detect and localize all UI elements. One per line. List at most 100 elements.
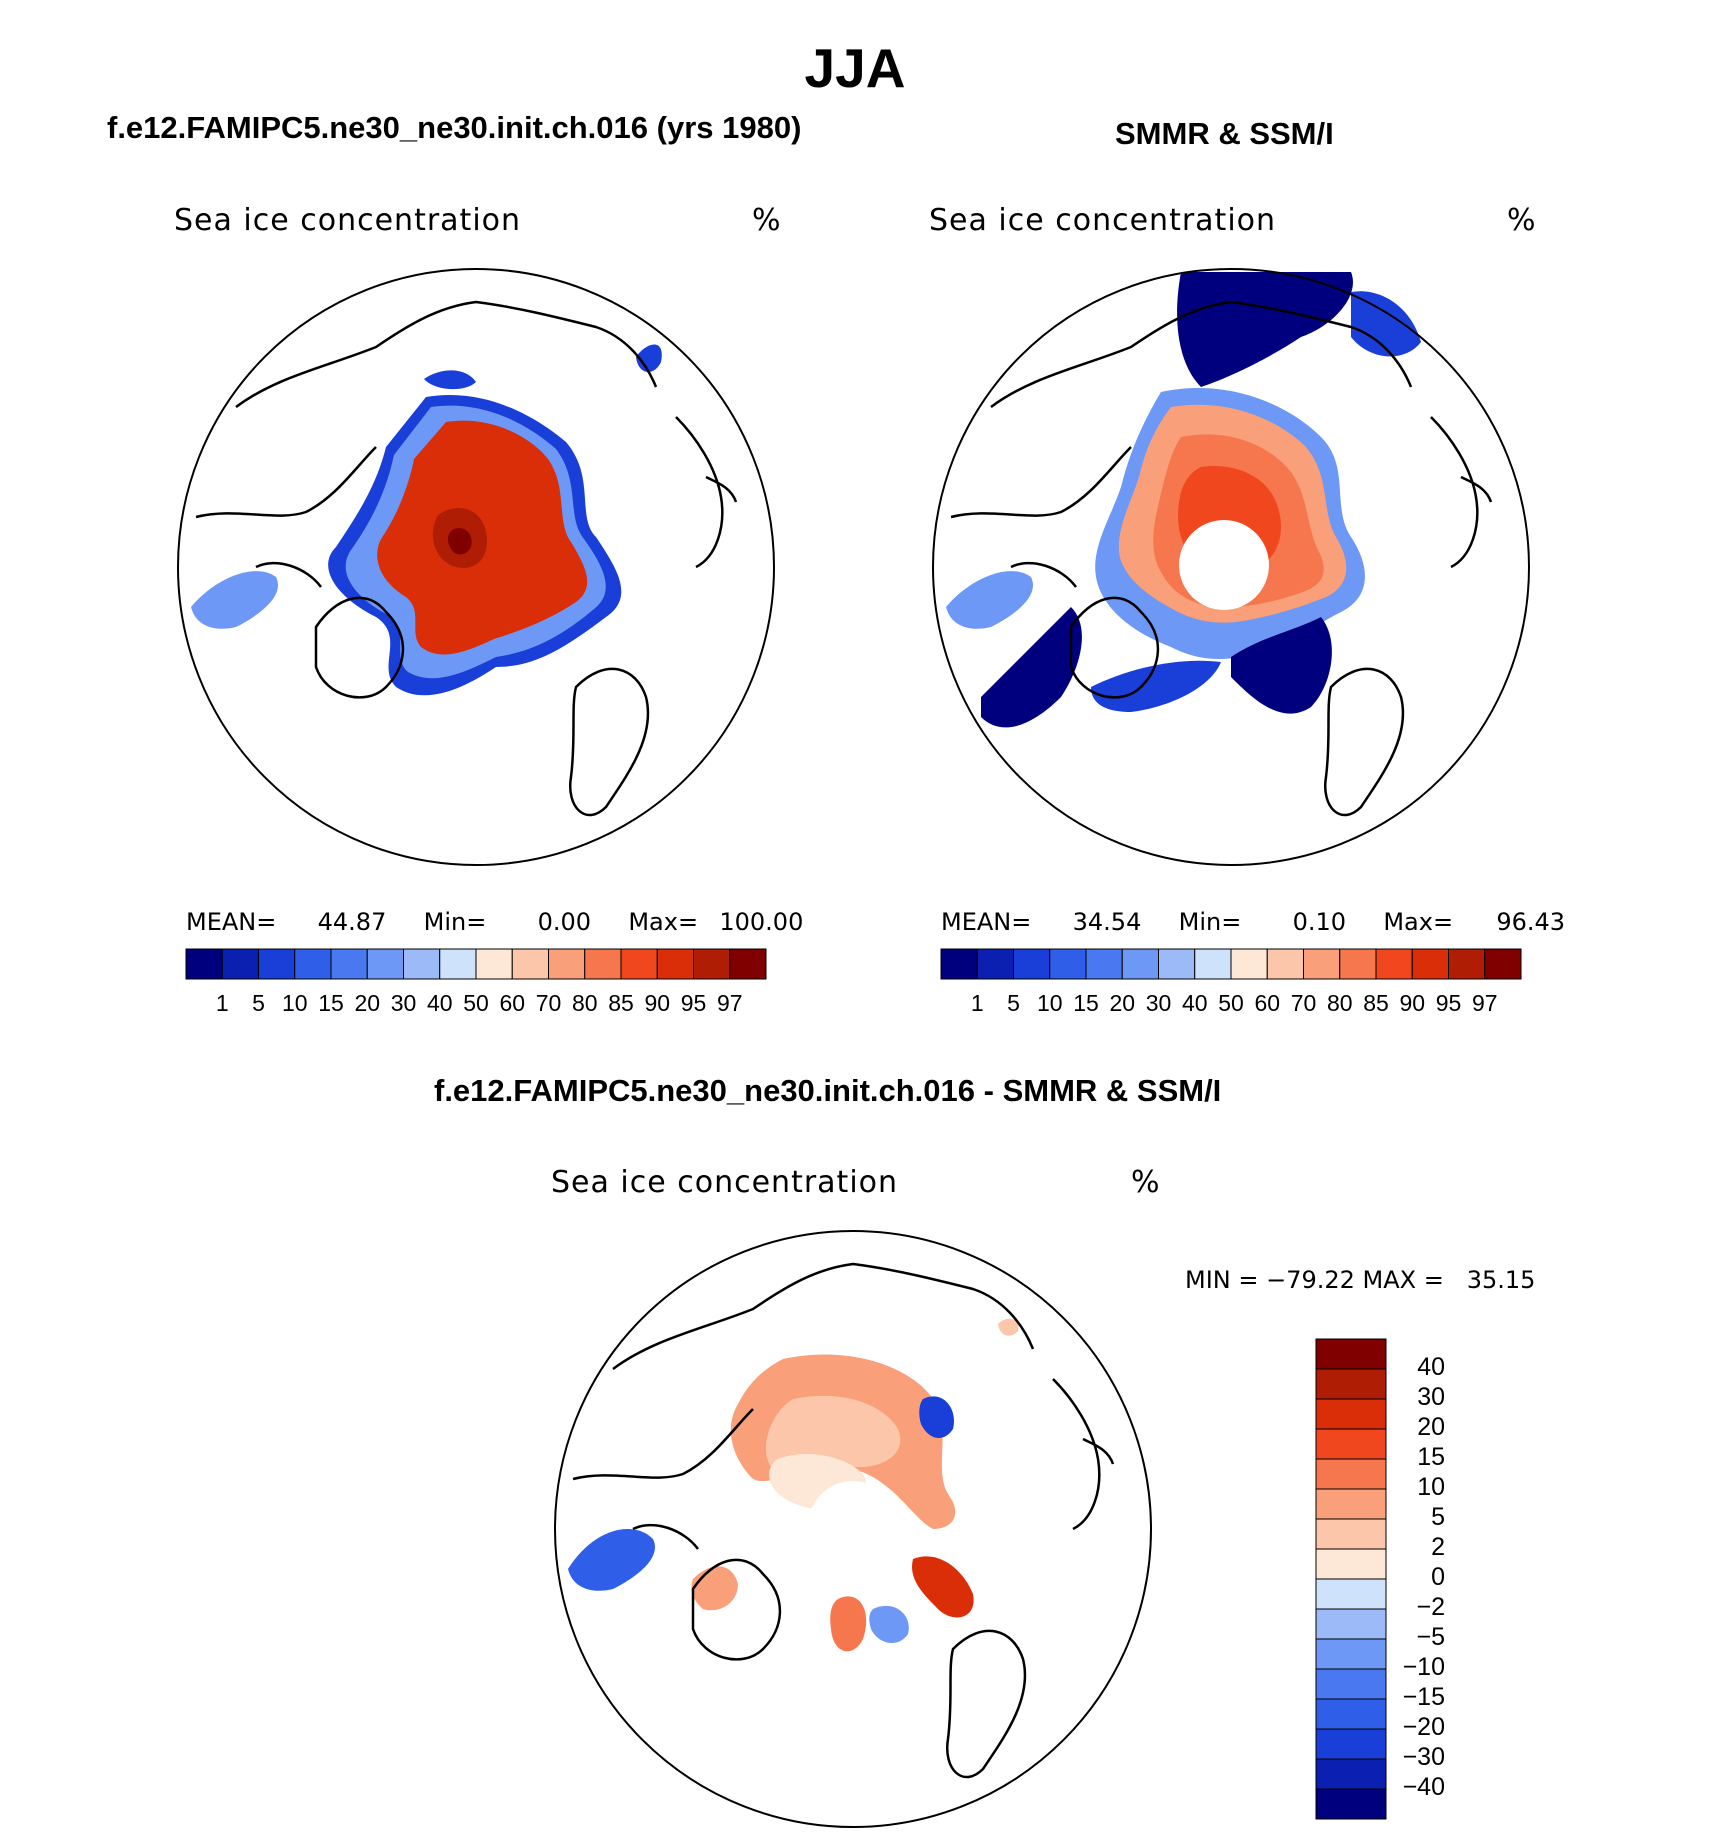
obs-colorbar-box xyxy=(976,948,1014,980)
obs-colorbar-box xyxy=(1049,948,1087,980)
diff-colorbar-tick: −30 xyxy=(1402,1743,1445,1771)
model-colorbar-box xyxy=(258,948,296,980)
obs-colorbar-box xyxy=(1230,948,1268,980)
model-colorbar-box xyxy=(294,948,332,980)
model-colorbar-box xyxy=(511,948,549,980)
obs-colorbar-tick: 90 xyxy=(1399,990,1426,1016)
model-mean-value: 44.87 xyxy=(317,908,387,936)
diff-colorbar-box xyxy=(1315,1758,1387,1790)
obs-colorbar-box xyxy=(1266,948,1304,980)
model-colorbar-box xyxy=(185,948,223,980)
model-colorbar-tick: 85 xyxy=(608,990,634,1016)
obs-colorbar-tick: 97 xyxy=(1471,990,1498,1016)
obs-max-value: 96.43 xyxy=(1496,908,1566,936)
obs-colorbar-tick: 70 xyxy=(1290,990,1317,1016)
model-colorbar-tick: 1 xyxy=(215,990,229,1016)
obs-max-label: Max= xyxy=(1383,908,1454,936)
diff-map-outline xyxy=(554,1230,1152,1828)
model-colorbar xyxy=(185,948,767,980)
model-colorbar-box xyxy=(548,948,586,980)
model-colorbar-tick: 70 xyxy=(535,990,562,1016)
main-title: JJA xyxy=(804,37,906,99)
obs-colorbar-tick: 40 xyxy=(1181,990,1208,1016)
obs-ice-hudson xyxy=(946,571,1033,629)
obs-colorbar-tick: 95 xyxy=(1435,990,1462,1016)
obs-polar-map xyxy=(932,268,1530,866)
obs-variable-name: Sea ice concentration xyxy=(929,203,1277,238)
diff-ice-pos-strait xyxy=(830,1596,867,1652)
diff-colorbar-box xyxy=(1315,1488,1387,1520)
model-variable-name: Sea ice concentration xyxy=(174,203,522,238)
diff-ice-field xyxy=(568,1318,1019,1652)
obs-ice-baffin xyxy=(981,607,1082,728)
model-colorbar-tick: 40 xyxy=(426,990,453,1016)
obs-min-label: Min= xyxy=(1178,908,1242,936)
obs-ice-siberia xyxy=(1177,272,1353,387)
diff-ice-neg-barents xyxy=(869,1605,909,1644)
diff-ice-pos-east xyxy=(912,1556,974,1618)
model-colorbar-tick: 5 xyxy=(252,990,265,1016)
obs-colorbar-box xyxy=(1448,948,1486,980)
model-colorbar-tick: 15 xyxy=(318,990,344,1016)
model-colorbar-tick: 95 xyxy=(680,990,707,1016)
diff-colorbar-box xyxy=(1315,1548,1387,1580)
diff-pole-hole xyxy=(808,1481,898,1571)
obs-colorbar-tick: 85 xyxy=(1363,990,1389,1016)
obs-colorbar-tick: 5 xyxy=(1007,990,1020,1016)
obs-colorbar-box xyxy=(1411,948,1449,980)
diff-colorbar-box xyxy=(1315,1728,1387,1760)
model-mean-label: MEAN= xyxy=(186,908,277,936)
model-colorbar-tick: 20 xyxy=(354,990,381,1016)
obs-ice-field xyxy=(946,272,1421,728)
diff-colorbar-tick: 20 xyxy=(1417,1413,1445,1441)
obs-colorbar-tick: 20 xyxy=(1109,990,1136,1016)
model-ice-field xyxy=(191,344,662,696)
obs-colorbar xyxy=(940,948,1522,980)
diff-colorbar-ticks: 40 30 20 15 10 5 2 0 −2 −5 −10 −15 −20 −30 −40 xyxy=(1385,1339,1465,1819)
model-ice-pole xyxy=(447,528,472,555)
diff-coastlines xyxy=(572,1262,1115,1779)
obs-panel-title: SMMR & SSM/I xyxy=(1115,116,1334,151)
model-colorbar-box xyxy=(439,948,477,980)
obs-coastlines xyxy=(950,300,1493,817)
model-colorbar-tick: 30 xyxy=(390,990,417,1016)
model-panel-title: f.e12.FAMIPC5.ne30_ne30.init.ch.016 (yrs… xyxy=(107,110,802,145)
obs-colorbar-ticks: 1 5 10 15 20 30 40 50 60 70 80 85 90 95 97 xyxy=(941,990,1521,1020)
diff-ice-neg-kara xyxy=(919,1396,954,1439)
diff-ice-pos-baffin xyxy=(691,1566,738,1611)
obs-mean-label: MEAN= xyxy=(941,908,1032,936)
model-max-label: Max= xyxy=(628,908,699,936)
obs-map-outline xyxy=(932,268,1530,866)
diff-colorbar-tick: −20 xyxy=(1402,1713,1445,1741)
obs-colorbar-box xyxy=(1303,948,1341,980)
obs-colorbar-box xyxy=(1194,948,1232,980)
model-colorbar-box xyxy=(656,948,694,980)
diff-colorbar-box xyxy=(1315,1578,1387,1610)
model-colorbar-tick: 60 xyxy=(499,990,526,1016)
model-colorbar-box xyxy=(620,948,658,980)
model-max-value: 100.00 xyxy=(719,908,804,936)
obs-colorbar-box xyxy=(1085,948,1123,980)
model-colorbar-box xyxy=(584,948,622,980)
obs-colorbar-tick: 80 xyxy=(1326,990,1353,1016)
diff-ice-light xyxy=(765,1395,901,1473)
obs-colorbar-tick: 15 xyxy=(1073,990,1099,1016)
diff-colorbar-box xyxy=(1315,1398,1387,1430)
obs-ice-greenland-east xyxy=(1091,660,1221,712)
obs-min-value: 0.10 xyxy=(1292,908,1347,936)
diff-colorbar-box xyxy=(1315,1458,1387,1490)
diff-colorbar-tick: 0 xyxy=(1431,1563,1445,1591)
obs-colorbar-box xyxy=(1339,948,1377,980)
obs-colorbar-tick: 10 xyxy=(1036,990,1063,1016)
model-colorbar-tick: 10 xyxy=(281,990,308,1016)
model-ice-okhotsk xyxy=(636,344,662,373)
obs-pole-hole xyxy=(1179,520,1269,610)
diff-colorbar-box xyxy=(1315,1638,1387,1670)
model-colorbar-tick: 97 xyxy=(716,990,743,1016)
model-colorbar-box xyxy=(221,948,259,980)
obs-colorbar-tick: 50 xyxy=(1218,990,1244,1016)
diff-polar-map xyxy=(554,1230,1152,1828)
diff-colorbar-tick: −10 xyxy=(1402,1653,1445,1681)
diff-colorbar-tick: −15 xyxy=(1402,1683,1445,1711)
model-ice-hudson xyxy=(191,571,278,629)
